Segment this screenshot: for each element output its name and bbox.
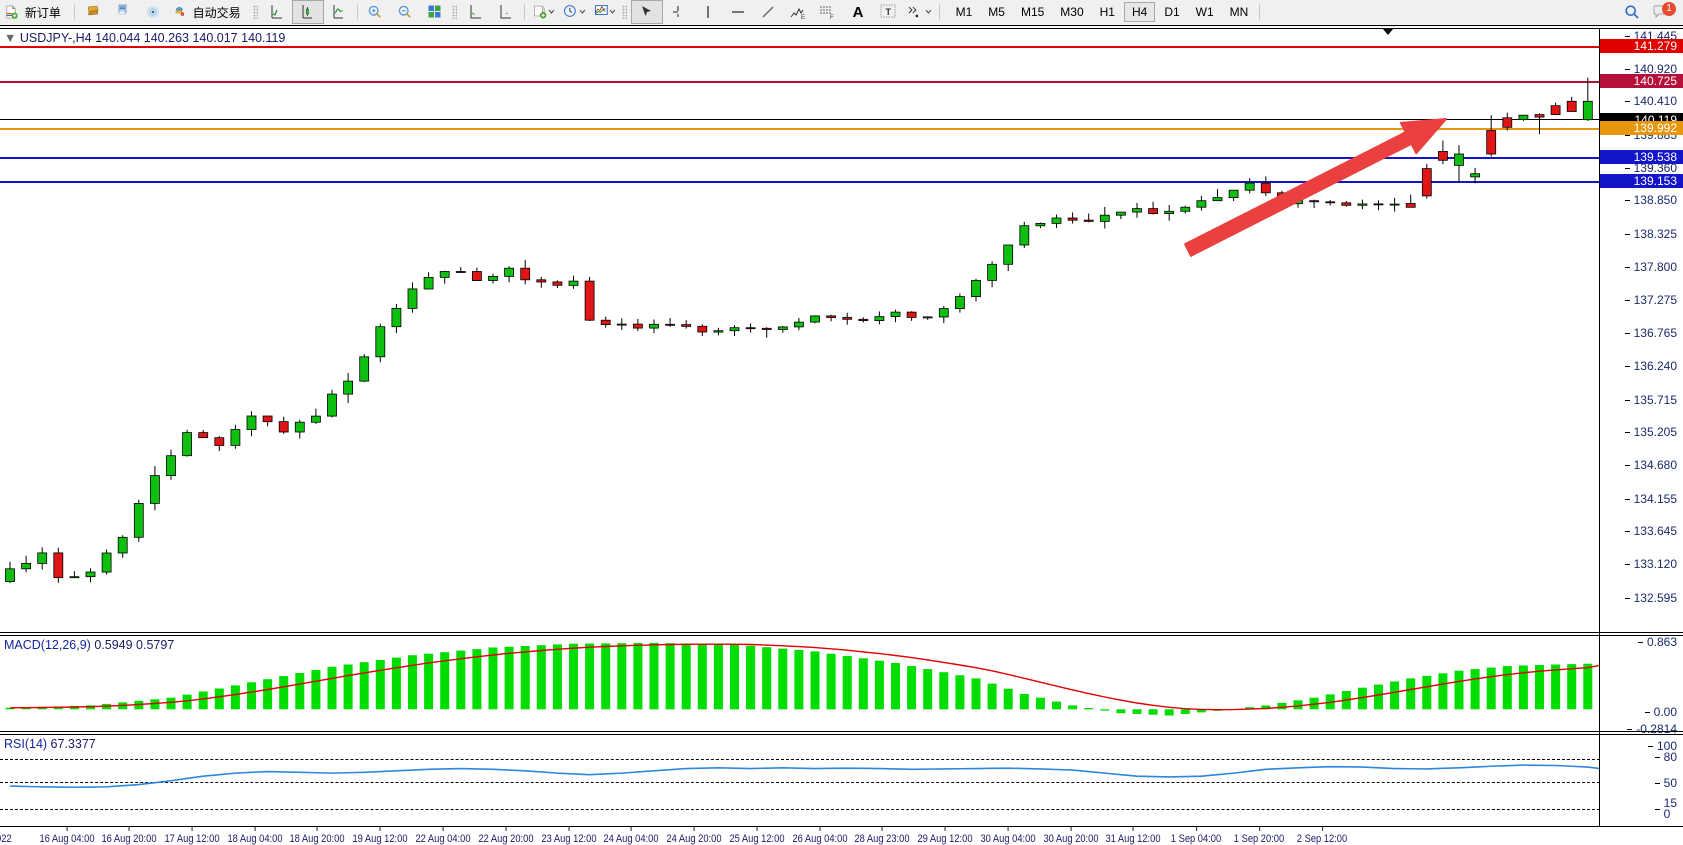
svg-text:T: T [886,7,892,17]
svg-text:F: F [830,15,834,20]
svg-text:E: E [801,15,805,20]
